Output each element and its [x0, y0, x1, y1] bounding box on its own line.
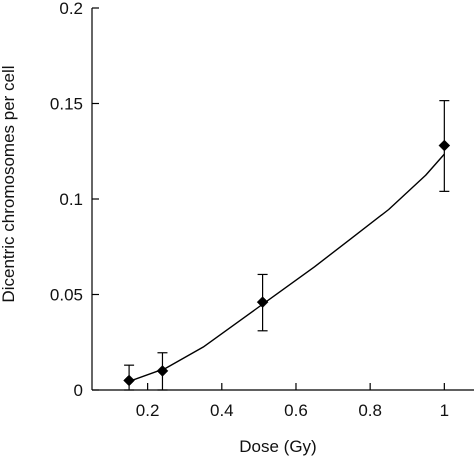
x-tick-label: 0.2 [136, 401, 160, 420]
x-tick-label: 1 [440, 401, 449, 420]
x-axis-title: Dose (Gy) [239, 437, 316, 456]
data-point [123, 374, 135, 387]
data-point [156, 365, 169, 377]
tick-labels-layer: 0 0.05 0.1 0.15 0.2 0.2 0.4 0.6 0.8 1 [50, 0, 449, 420]
y-tick-label: 0.2 [59, 0, 83, 18]
axes [91, 7, 474, 391]
data-points-layer [123, 139, 451, 387]
data-point [256, 296, 269, 308]
y-tick-label: 0.05 [50, 286, 83, 305]
y-tick-label: 0.1 [59, 190, 83, 209]
x-tick-label: 0.4 [210, 401, 234, 420]
y-tick-label: 0 [74, 381, 83, 400]
fit-curve [128, 153, 445, 383]
y-tick-label: 0.15 [50, 95, 83, 114]
x-tick-label: 0.6 [284, 401, 308, 420]
fit-curve-layer [128, 153, 445, 383]
data-point [438, 139, 451, 152]
error-bars-layer [124, 100, 450, 391]
x-tick-label: 0.8 [358, 401, 382, 420]
y-axis-title: Dicentric chromosomes per cell [0, 65, 18, 302]
